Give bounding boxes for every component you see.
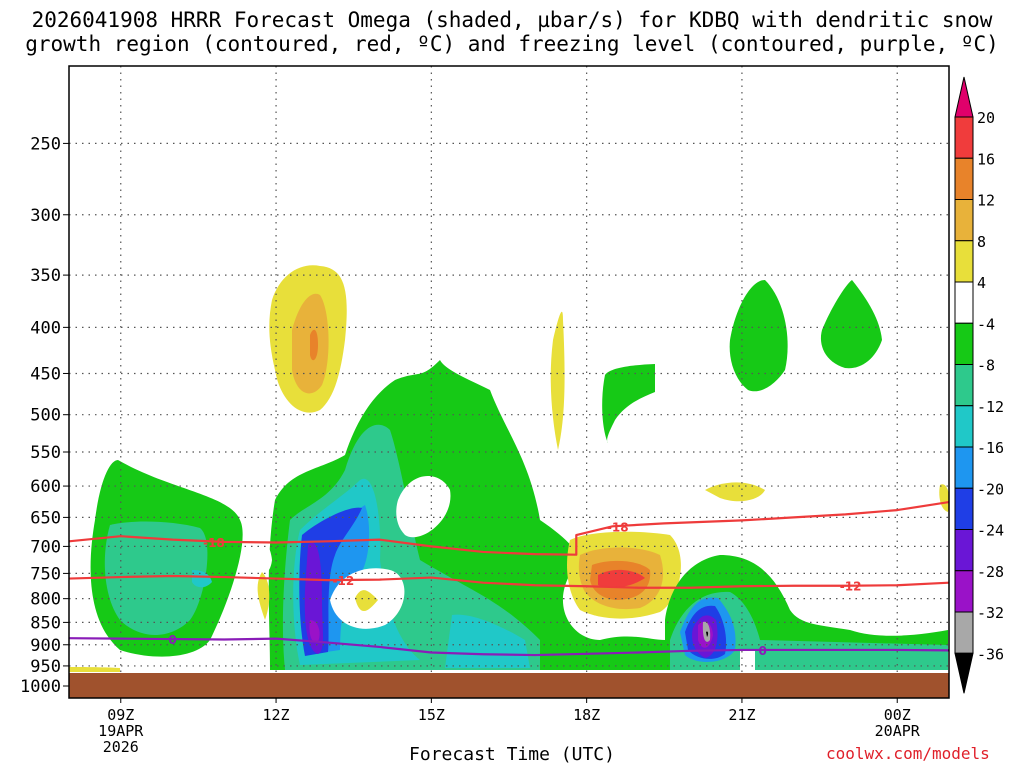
omega-region	[706, 631, 709, 637]
omega-region	[598, 569, 645, 588]
colorbar-swatch	[954, 405, 974, 448]
y-tick-label: 550	[30, 443, 61, 463]
colorbar-label: 4	[977, 274, 986, 292]
x-axis-title: Forecast Time (UTC)	[409, 744, 615, 765]
colorbar-label: -16	[977, 439, 1004, 457]
x-tick-label: 09Z	[107, 706, 134, 724]
y-tick-label: 800	[30, 590, 61, 610]
colorbar-swatch	[954, 281, 974, 324]
colorbar-swatch	[954, 116, 974, 159]
colorbar-arrow-top	[954, 76, 974, 118]
x-tick-label: 00Z	[884, 706, 911, 724]
y-tick-label: 700	[30, 537, 61, 557]
colorbar-label: -8	[977, 357, 995, 375]
colorbar-swatch	[954, 446, 974, 489]
y-axis: 250 300 350 400 450 500 550 600 650 700 750 800 850 9…	[20, 134, 69, 697]
y-tick-label: 600	[30, 477, 61, 497]
contour-label: -18	[607, 520, 629, 534]
contour-line	[69, 500, 949, 556]
colorbar-swatch	[954, 322, 974, 365]
y-tick-label: 950	[30, 657, 61, 677]
chart-title-line1: 2026041908 HRRR Forecast Omega (shaded, …	[31, 8, 993, 32]
colorbar-swatch	[954, 157, 974, 200]
y-tick-label: 650	[30, 508, 61, 528]
x-tick-label: 15Z	[418, 706, 445, 724]
colorbar-label: -28	[977, 563, 1004, 581]
contours	[69, 500, 949, 657]
colorbar-swatch	[954, 364, 974, 407]
omega-region	[740, 650, 755, 670]
omega-region	[257, 572, 270, 620]
omega-region	[192, 570, 212, 588]
y-tick-label: 250	[30, 134, 61, 154]
colorbar-swatch	[954, 611, 974, 654]
y-tick-label: 300	[30, 206, 61, 226]
x-tick-label: 19APR	[98, 722, 144, 740]
colorbar-arrow-bottom	[954, 652, 974, 694]
colorbar-label: 12	[977, 192, 995, 210]
colorbar-label: -4	[977, 315, 995, 333]
omega-region	[304, 542, 323, 654]
x-tick-label: 2026	[103, 738, 139, 756]
contour-label: -18	[203, 536, 225, 550]
colorbar-label: -32	[977, 604, 1004, 622]
colorbar-swatch	[954, 240, 974, 283]
credit-link[interactable]: coolwx.com/models	[826, 744, 990, 763]
y-tick-label: 450	[30, 364, 61, 384]
x-tick-label: 12Z	[263, 706, 290, 724]
omega-region	[310, 329, 318, 361]
plot-frame	[68, 65, 950, 699]
colorbar-swatch	[954, 570, 974, 613]
colorbar: 20 16 12 8 4 -4 -8 -12 -16 -20 -24 -28 -32 -36	[954, 76, 1004, 694]
x-tick-label: 18Z	[573, 706, 600, 724]
y-tick-label: 400	[30, 318, 61, 338]
contour-label: -12	[333, 574, 355, 588]
y-tick-label: 350	[30, 266, 61, 286]
y-tick-label: 850	[30, 613, 61, 633]
colorbar-label: 8	[977, 233, 986, 251]
colorbar-label: -24	[977, 522, 1004, 540]
omega-region	[104, 521, 208, 635]
contour-labels: -18 -18 -12 -12 0 0	[168, 520, 862, 658]
contour-label: 0	[758, 644, 766, 658]
omega-region	[939, 484, 949, 512]
chart-title-line2: growth region (contoured, red, ºC) and f…	[25, 32, 999, 56]
colorbar-label: -36	[977, 645, 1004, 663]
y-tick-label: 500	[30, 406, 61, 426]
y-tick-label: 900	[30, 636, 61, 656]
grid	[69, 66, 949, 698]
colorbar-label: 16	[977, 150, 995, 168]
omega-region	[705, 482, 765, 502]
omega-region	[396, 476, 451, 538]
contour-line	[69, 574, 949, 589]
contour-label: 0	[168, 633, 176, 647]
colorbar-label: -12	[977, 398, 1004, 416]
x-tick-label: 20APR	[875, 722, 921, 740]
omega-region	[550, 311, 565, 450]
omega-region	[602, 364, 655, 443]
x-tick-label: 21Z	[728, 706, 755, 724]
omega-region	[69, 667, 120, 672]
contour-line	[69, 637, 949, 657]
omega-region	[309, 620, 320, 643]
omega-region	[355, 590, 378, 612]
omega-region	[820, 280, 882, 369]
y-tick-label: 750	[30, 564, 61, 584]
contour-label: -12	[840, 580, 862, 594]
colorbar-label: 20	[977, 109, 995, 127]
colorbar-swatch	[954, 487, 974, 530]
y-tick-label: 1000	[20, 677, 61, 697]
ground	[69, 673, 949, 698]
omega-shading	[69, 265, 949, 672]
omega-region	[729, 280, 788, 392]
colorbar-label: -20	[977, 480, 1004, 498]
colorbar-swatch	[954, 199, 974, 242]
colorbar-swatch	[954, 529, 974, 572]
